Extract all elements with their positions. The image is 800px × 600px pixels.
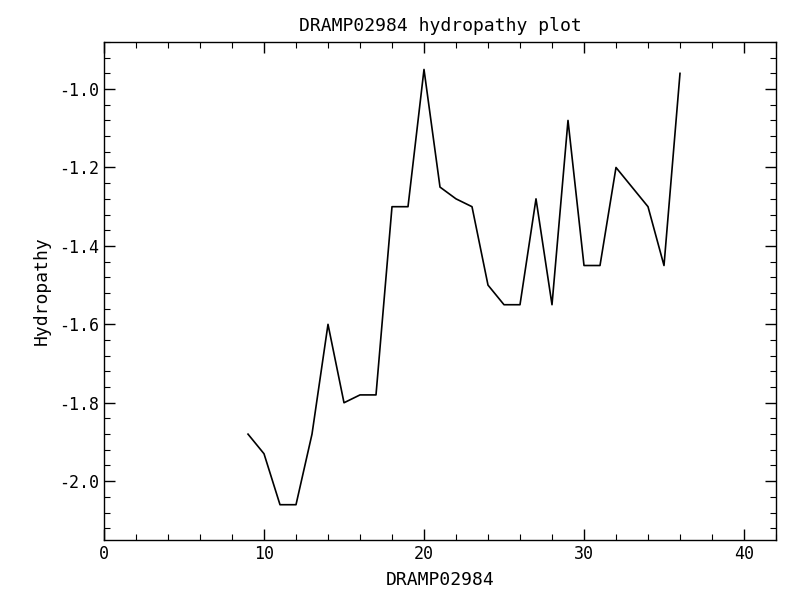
X-axis label: DRAMP02984: DRAMP02984	[386, 571, 494, 589]
Y-axis label: Hydropathy: Hydropathy	[33, 236, 51, 346]
Title: DRAMP02984 hydropathy plot: DRAMP02984 hydropathy plot	[298, 17, 582, 35]
